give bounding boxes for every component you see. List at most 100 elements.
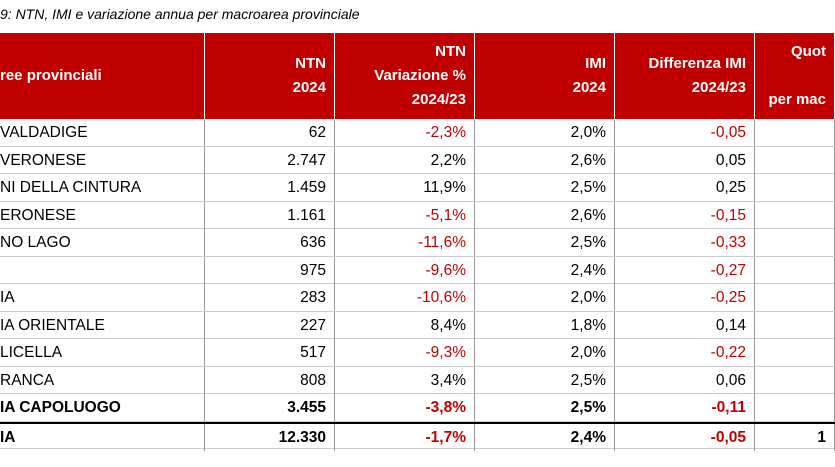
table-cell	[755, 256, 835, 284]
header-line: ree provinciali	[0, 67, 102, 84]
table-cell	[0, 256, 205, 284]
header-line: Differenza IMI	[648, 55, 746, 72]
table-cell: 8,4%	[335, 311, 475, 339]
table-row: IA 283 -10,6% 2,0% -0,25	[0, 284, 835, 312]
table-cell: NI DELLA CINTURA	[0, 174, 205, 201]
table-cell: -3,8%	[335, 394, 475, 421]
table-cell: 2,5%	[475, 366, 615, 394]
table-cell	[755, 146, 835, 174]
table-cell: VALDADIGE	[0, 119, 205, 146]
table-row: 975 -9,6% 2,4% -0,27	[0, 256, 835, 284]
header-line: 2024/23	[411, 91, 466, 108]
table-cell: IA CAPOLUOGO	[0, 394, 205, 421]
table-cell: 1.459	[205, 174, 335, 201]
table-cell: -0,11	[615, 394, 755, 421]
table-header: ree provinciali NTN 2024 NTN Variazione % 202…	[0, 33, 835, 119]
table-cell: -5,1%	[335, 201, 475, 229]
table-cell: 1	[755, 423, 835, 451]
table-cell: -10,6%	[335, 284, 475, 311]
header-cell: NTN Variazione % 2024/23	[335, 33, 475, 119]
table-cell: 2,6%	[475, 146, 615, 174]
table-cell: 3.455	[205, 394, 335, 421]
header-line: 2024	[572, 79, 606, 96]
header-line: NTN	[435, 43, 466, 60]
table-cell: 0,14	[615, 311, 755, 339]
table-cell: NO LAGO	[0, 229, 205, 256]
table-cell: 2,4%	[475, 423, 615, 451]
table-cell: VERONESE	[0, 146, 205, 174]
header-cell: NTN 2024	[205, 33, 335, 119]
header-cell: Quot per mac	[755, 33, 835, 119]
table-cell: 636	[205, 229, 335, 256]
table-cell: 975	[205, 256, 335, 284]
table-row: IA 12.330 -1,7% 2,4% -0,05 1	[0, 421, 835, 451]
table-cell: 227	[205, 311, 335, 339]
table-cell: 0,06	[615, 366, 755, 394]
header-line: Quot	[791, 43, 826, 60]
table-cell: -0,05	[615, 119, 755, 146]
header-cell: IMI 2024	[475, 33, 615, 119]
table-cell: 2,0%	[475, 339, 615, 366]
table-cell	[755, 394, 835, 421]
table-cell: -0,33	[615, 229, 755, 256]
table-cell	[755, 174, 835, 201]
table-cell: 2.747	[205, 146, 335, 174]
table-cell: 2,5%	[475, 229, 615, 256]
header-cell: Differenza IMI 2024/23	[615, 33, 755, 119]
table-cell: 2,0%	[475, 119, 615, 146]
table-row: VALDADIGE 62 -2,3% 2,0% -0,05	[0, 119, 835, 147]
table-cell: 2,5%	[475, 394, 615, 421]
table-cell: 2,6%	[475, 201, 615, 229]
header-line: 2024	[292, 79, 326, 96]
table-cell: LICELLA	[0, 339, 205, 366]
table-cell: -0,22	[615, 339, 755, 366]
table-cell: 2,0%	[475, 284, 615, 311]
table-cell	[755, 366, 835, 394]
header-line: 2024/23	[691, 79, 746, 96]
table-cell: 1,8%	[475, 311, 615, 339]
table-row: ERONESE 1.161 -5,1% 2,6% -0,15	[0, 201, 835, 229]
table-cell	[755, 284, 835, 311]
table-cell: IA	[0, 284, 205, 311]
header-line	[755, 64, 826, 88]
table-row: RANCA 808 3,4% 2,5% 0,06	[0, 366, 835, 394]
header-cell: ree provinciali	[0, 33, 205, 119]
table-cell: 11,9%	[335, 174, 475, 201]
table-cell	[755, 311, 835, 339]
table-cell: 2,4%	[475, 256, 615, 284]
table-cell: ERONESE	[0, 201, 205, 229]
table-row: VERONESE 2.747 2,2% 2,6% 0,05	[0, 146, 835, 174]
table-cell	[755, 201, 835, 229]
table-cell: 2,2%	[335, 146, 475, 174]
table-cell: 62	[205, 119, 335, 146]
table-cell	[755, 339, 835, 366]
table-cell: IA	[0, 423, 205, 451]
table-cell: 12.330	[205, 423, 335, 451]
header-line: per mac	[768, 91, 826, 108]
table-row: NO LAGO 636 -11,6% 2,5% -0,33	[0, 229, 835, 257]
caption: 9: NTN, IMI e variazione annua per macro…	[0, 6, 360, 22]
table-cell: 1.161	[205, 201, 335, 229]
table-cell: -11,6%	[335, 229, 475, 256]
table-cell: 2,5%	[475, 174, 615, 201]
header-line: NTN	[295, 55, 326, 72]
table-row: LICELLA 517 -9,3% 2,0% -0,22	[0, 339, 835, 367]
table-cell	[755, 119, 835, 146]
table-row: IA CAPOLUOGO 3.455 -3,8% 2,5% -0,11	[0, 394, 835, 422]
header-line: IMI	[585, 55, 606, 72]
table-cell: 0,25	[615, 174, 755, 201]
table-cell: -2,3%	[335, 119, 475, 146]
table-cell: RANCA	[0, 366, 205, 394]
table-cell: 808	[205, 366, 335, 394]
header-line: Variazione %	[374, 67, 466, 84]
table-cell: -9,6%	[335, 256, 475, 284]
table-cell: -9,3%	[335, 339, 475, 366]
table-cell	[755, 229, 835, 256]
table-cell: 0,05	[615, 146, 755, 174]
table-cell: 517	[205, 339, 335, 366]
table-cell: -0,05	[615, 423, 755, 451]
table-cell: -0,27	[615, 256, 755, 284]
table-cell: -0,15	[615, 201, 755, 229]
table-cell: -1,7%	[335, 423, 475, 451]
